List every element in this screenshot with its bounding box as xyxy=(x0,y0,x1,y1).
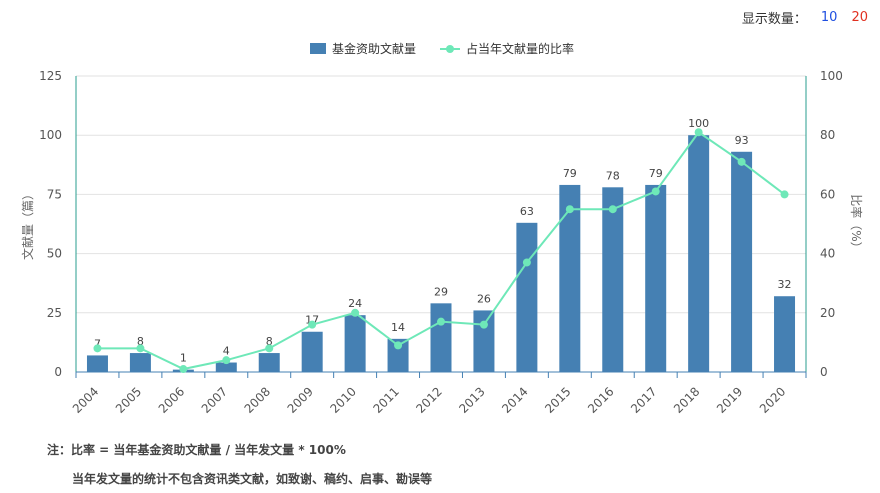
note-exclusion: 当年发文量的统计不包含资讯类文献，如致谢、稿约、启事、勘误等 xyxy=(72,472,433,486)
y-left-axis-title: 文献量（篇） xyxy=(20,188,35,260)
y-right-tick-label: 80 xyxy=(820,128,835,142)
bar xyxy=(301,331,323,372)
bar xyxy=(602,187,624,372)
x-tick-label: 2020 xyxy=(757,384,788,415)
bar xyxy=(430,303,452,372)
legend-line-marker xyxy=(446,45,454,53)
x-tick-label: 2006 xyxy=(156,384,187,415)
x-tick-label: 2012 xyxy=(413,384,444,415)
ratio-point xyxy=(93,344,102,353)
bar-value-label: 14 xyxy=(391,321,405,334)
y-left-tick-label: 25 xyxy=(47,306,62,320)
legend-bar-label: 基金资助文献量 xyxy=(332,41,416,56)
bar xyxy=(129,353,151,372)
display-count-20-option[interactable]: 20 xyxy=(851,10,868,25)
bar xyxy=(688,135,710,372)
bar-value-label: 79 xyxy=(563,167,577,180)
y-left-tick-label: 100 xyxy=(39,128,62,142)
ratio-point xyxy=(351,308,360,317)
bar xyxy=(473,310,495,372)
y-right-tick-label: 60 xyxy=(820,187,835,201)
ratio-point xyxy=(608,205,617,214)
bar-value-label: 63 xyxy=(520,205,534,218)
ratio-point xyxy=(437,317,445,326)
bar xyxy=(258,353,280,372)
funding-chart: 0 25 50 75 100 125 0 20 40 60 80 100 文献量（篇） 比率（%） 2004… xyxy=(20,41,864,416)
x-tick-label: 2013 xyxy=(456,384,487,415)
bar-value-label: 79 xyxy=(649,167,663,180)
x-tick-label: 2014 xyxy=(499,384,530,415)
bar xyxy=(516,222,538,372)
y-right-tick-label: 40 xyxy=(820,247,835,261)
ratio-point xyxy=(565,205,574,214)
display-count-10-option[interactable]: 10 xyxy=(820,10,838,25)
ratio-point xyxy=(179,365,188,374)
bar-value-label: 8 xyxy=(137,335,144,348)
x-tick-label: 2011 xyxy=(370,384,401,415)
ratio-point xyxy=(308,320,317,329)
x-tick-label: 2010 xyxy=(327,384,358,415)
y-right-tick-label: 100 xyxy=(820,69,843,83)
x-tick-label: 2008 xyxy=(242,384,273,415)
bar xyxy=(559,184,581,372)
bar-value-label: 32 xyxy=(778,278,792,291)
bar xyxy=(215,362,237,372)
display-count-selector: 显示数量： 10 20 xyxy=(742,8,868,27)
ratio-point xyxy=(737,157,746,166)
legend-bar-swatch xyxy=(310,43,326,54)
x-tick-label: 2019 xyxy=(714,384,745,415)
bar xyxy=(86,355,108,372)
y-left-tick-label: 75 xyxy=(47,187,62,201)
y-left-tick-label: 0 xyxy=(54,365,62,379)
bar-value-label: 29 xyxy=(434,285,448,298)
ratio-point xyxy=(394,341,403,350)
display-count-label: 显示数量： xyxy=(741,12,807,27)
ratio-point xyxy=(479,320,488,329)
ratio-point xyxy=(222,356,231,365)
bar xyxy=(344,315,366,372)
bar xyxy=(774,296,796,372)
bar-value-label: 100 xyxy=(688,117,709,130)
x-tick-label: 2017 xyxy=(628,384,659,415)
bar-value-label: 78 xyxy=(606,169,620,182)
x-tick-label: 2004 xyxy=(70,384,101,415)
ratio-point xyxy=(651,187,660,196)
y-left-tick-label: 125 xyxy=(39,69,62,83)
bar xyxy=(731,151,753,372)
bar-value-label: 93 xyxy=(735,134,749,147)
x-tick-label: 2005 xyxy=(113,384,144,415)
ratio-point xyxy=(694,128,703,137)
bar-value-label: 7 xyxy=(94,337,101,350)
y-right-tick-label: 0 xyxy=(820,365,828,379)
x-tick-label: 2015 xyxy=(542,384,573,415)
bar-value-label: 24 xyxy=(348,297,362,310)
x-tick-label: 2016 xyxy=(585,384,616,415)
note-ratio-formula: 注：比率 = 当年基金资助文献量 / 当年发文量 * 100% xyxy=(47,443,346,457)
x-tick-label: 2018 xyxy=(671,384,702,415)
ratio-point xyxy=(780,190,789,199)
bar-value-label: 1 xyxy=(180,352,187,365)
ratio-point xyxy=(136,344,145,353)
y-left-tick-label: 50 xyxy=(47,247,62,261)
bar-value-label: 4 xyxy=(223,345,230,358)
bar xyxy=(645,184,667,372)
ratio-point xyxy=(522,258,531,267)
x-tick-label: 2009 xyxy=(285,384,316,415)
bar-value-label: 8 xyxy=(266,335,273,348)
x-tick-label: 2007 xyxy=(199,384,230,415)
legend-line-label: 占当年文献量的比率 xyxy=(466,41,574,56)
y-right-tick-label: 20 xyxy=(820,306,835,320)
y-right-axis-title: 比率（%） xyxy=(849,194,864,253)
bar-value-label: 26 xyxy=(477,292,491,305)
ratio-point xyxy=(265,344,274,353)
bar xyxy=(387,338,409,372)
